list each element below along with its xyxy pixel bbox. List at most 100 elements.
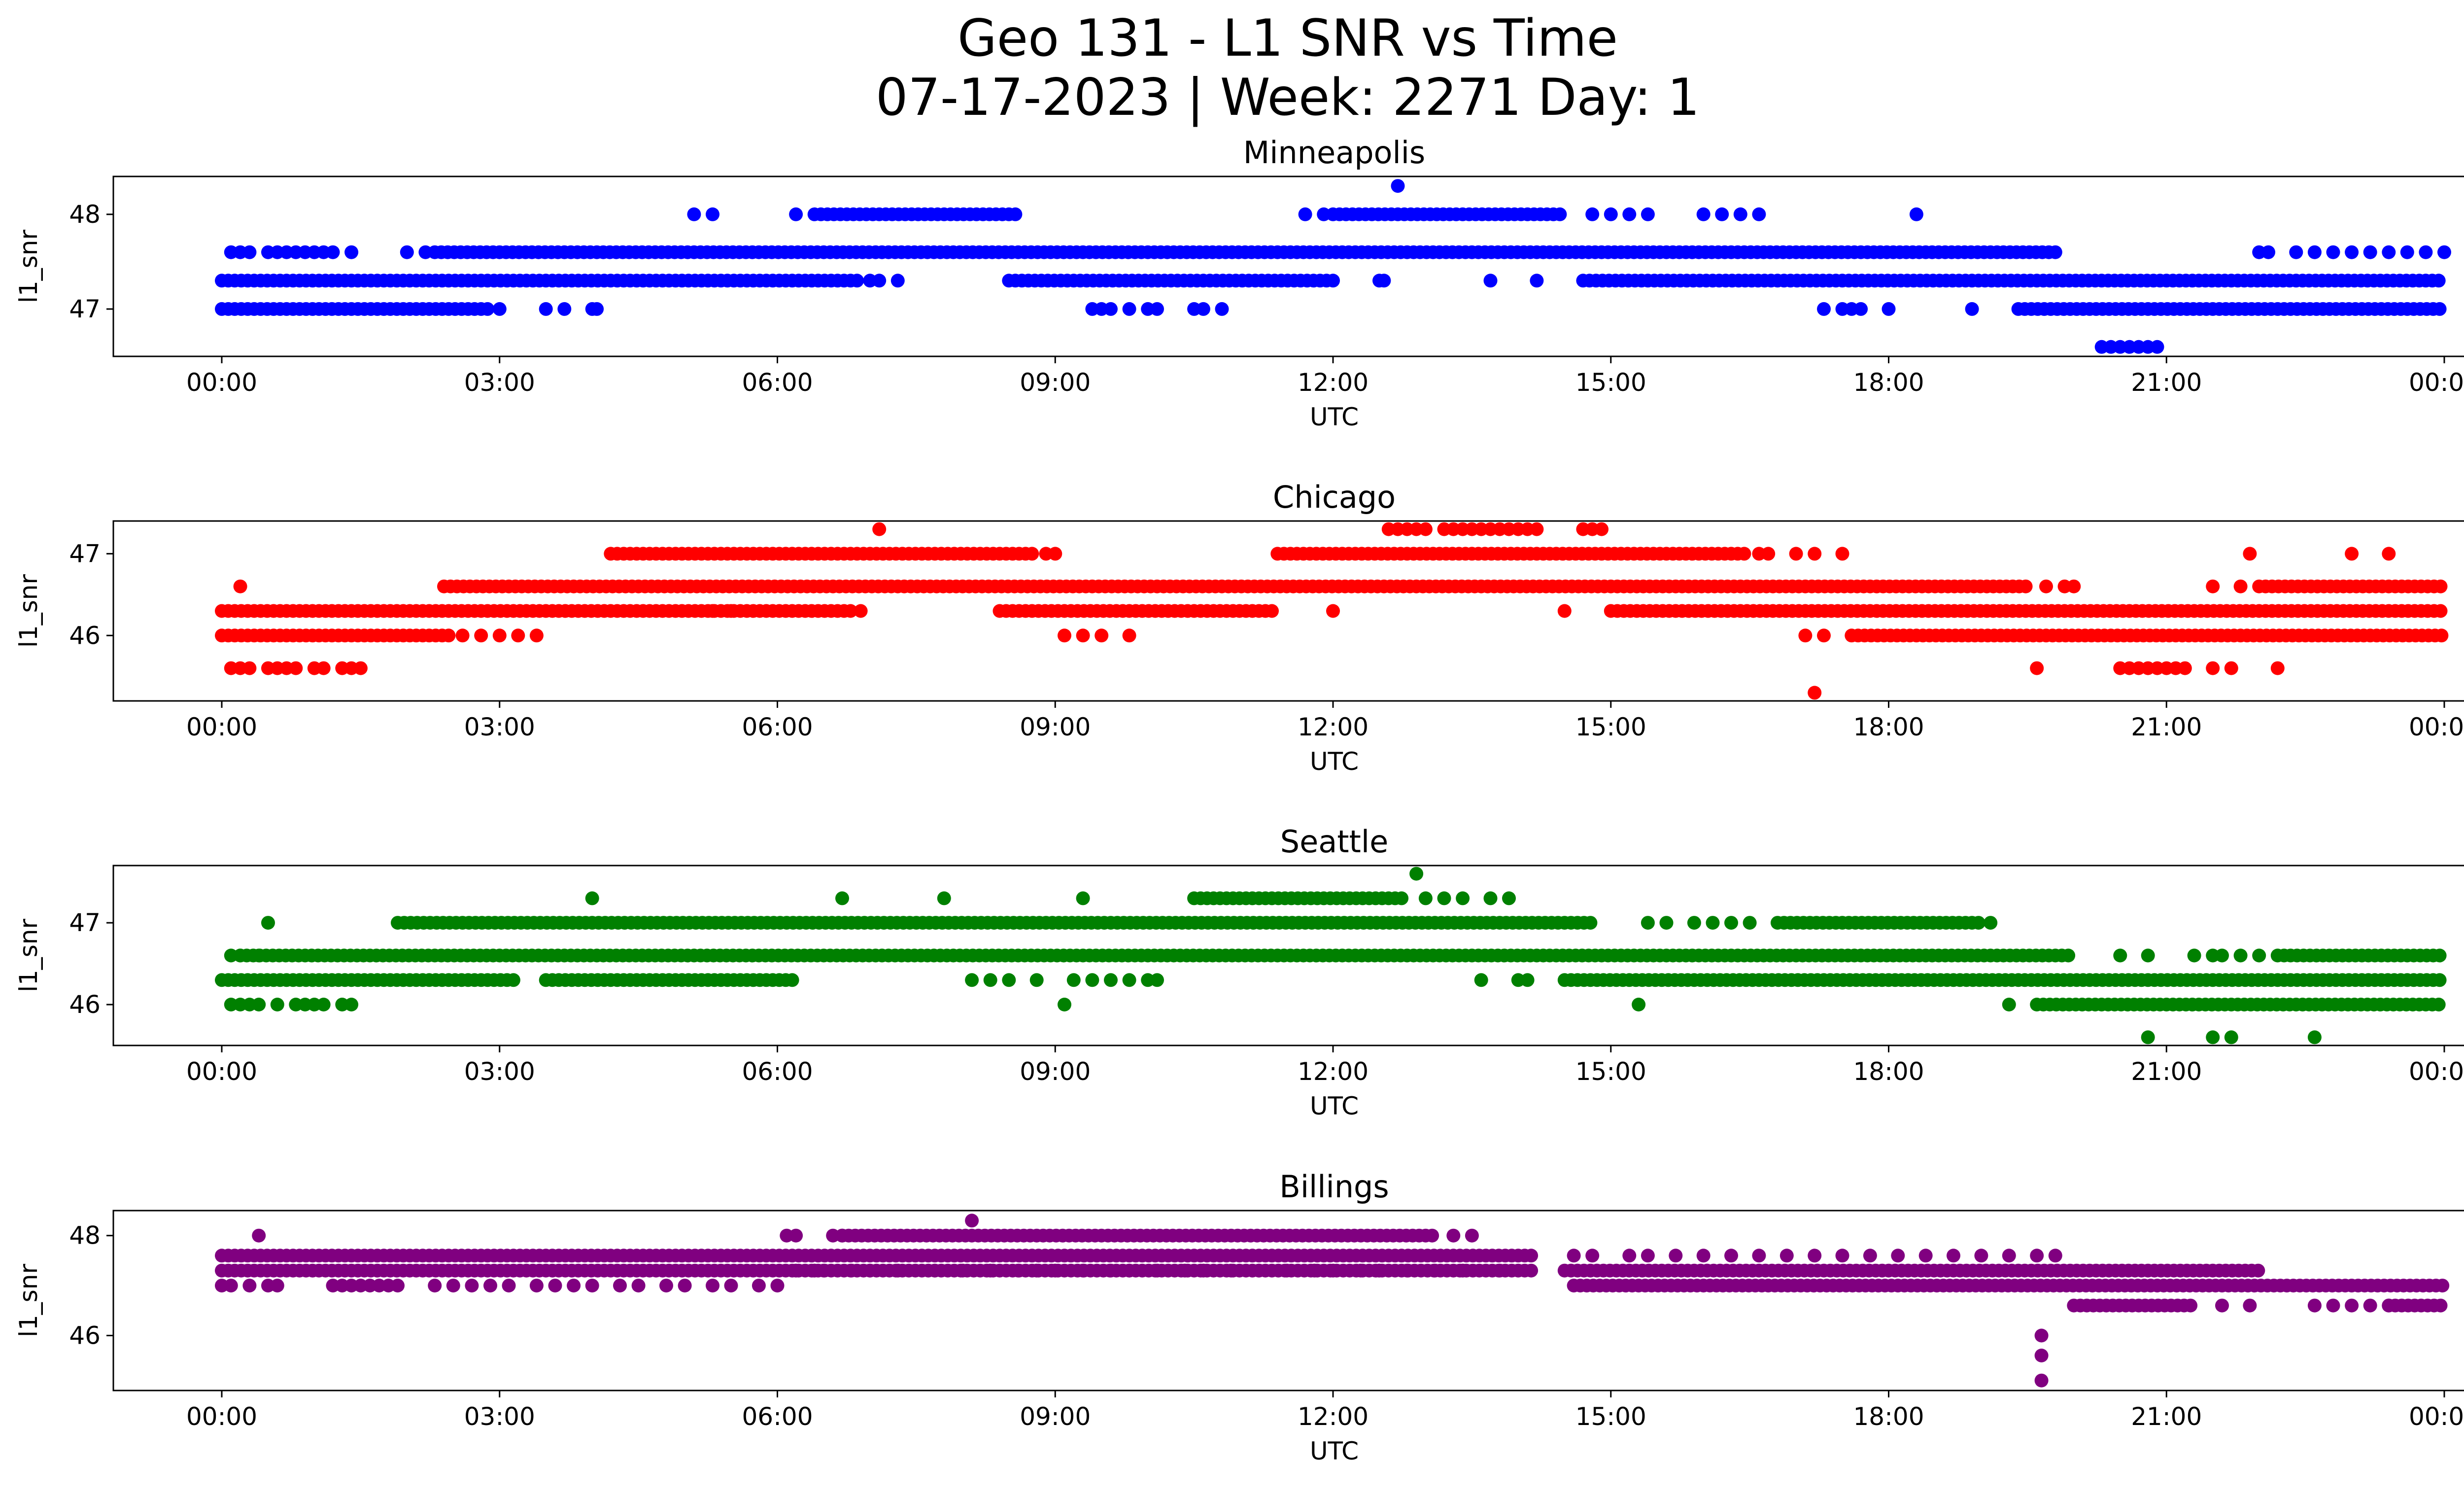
y-tick-label: 48: [69, 1221, 101, 1250]
data-point: [2307, 1298, 2322, 1313]
x-axis-label: UTC: [1310, 747, 1359, 776]
data-point: [480, 302, 495, 316]
data-point: [1076, 1263, 1090, 1278]
data-point: [1002, 973, 1016, 987]
data-point: [1724, 1249, 1738, 1263]
data-point: [2206, 579, 2220, 593]
data-point: [1947, 1249, 1960, 1263]
data-point: [2034, 1328, 2049, 1343]
data-point: [1048, 547, 1062, 561]
subplot-title: Seattle: [1280, 824, 1388, 860]
data-point: [2206, 661, 2220, 675]
data-point: [1150, 302, 1164, 316]
data-point: [1752, 1249, 1766, 1263]
data-point: [1104, 1263, 1118, 1278]
data-point: [2224, 661, 2238, 675]
data-point: [344, 245, 359, 259]
data-point: [1076, 891, 1090, 905]
data-point: [2382, 245, 2396, 259]
data-point: [2224, 1030, 2238, 1044]
data-point: [1752, 207, 1766, 221]
data-point: [529, 1279, 544, 1293]
data-point: [2400, 245, 2414, 259]
data-point: [1659, 916, 1674, 930]
data-point: [1789, 547, 1803, 561]
data-point: [316, 661, 331, 675]
data-point: [2433, 604, 2448, 618]
data-point: [2215, 948, 2229, 963]
data-point: [2243, 547, 2257, 561]
data-point: [1808, 1249, 1822, 1263]
y-tick-label: 46: [69, 990, 101, 1019]
x-tick-label: 15:00: [1575, 713, 1646, 741]
x-tick-label: 00:00: [186, 713, 257, 741]
data-point: [252, 948, 266, 963]
data-point: [1622, 1249, 1637, 1263]
data-point: [2113, 948, 2127, 963]
data-point: [2243, 1298, 2257, 1313]
data-point: [353, 661, 368, 675]
data-point: [2326, 1298, 2340, 1313]
data-point: [1150, 973, 1164, 987]
x-axis-label: UTC: [1310, 1437, 1359, 1465]
data-point: [1029, 1263, 1044, 1278]
data-point: [2233, 948, 2248, 963]
data-point: [233, 579, 247, 593]
data-point: [1909, 207, 1923, 221]
data-point: [1066, 973, 1081, 987]
x-tick-label: 06:00: [742, 368, 813, 397]
x-tick-label: 06:00: [742, 713, 813, 741]
data-point: [2251, 1263, 2265, 1278]
data-point: [1971, 916, 1985, 930]
data-point: [1696, 207, 1711, 221]
data-point: [2141, 1030, 2155, 1044]
data-point: [2437, 245, 2451, 259]
data-point: [1265, 604, 1279, 618]
data-point: [1029, 973, 1044, 987]
data-point: [2345, 1298, 2359, 1313]
data-point: [474, 628, 488, 643]
data-point: [1395, 891, 1409, 905]
data-point: [1326, 604, 1340, 618]
x-tick-label: 09:00: [1020, 713, 1091, 741]
x-tick-label: 03:00: [464, 713, 535, 741]
axes-frame: [112, 865, 2464, 1046]
data-point: [1280, 1263, 1294, 1278]
data-point: [391, 1279, 405, 1293]
x-tick-label: 21:00: [2131, 1057, 2202, 1086]
figure-title-line2: 07-17-2023 | Week: 2271 Day: 1: [875, 68, 1700, 127]
data-point: [2048, 1249, 2062, 1263]
data-point: [2048, 245, 2062, 259]
data-point: [2419, 245, 2433, 259]
data-points: [215, 1214, 2450, 1388]
x-tick-label: 21:00: [2131, 1402, 2202, 1431]
data-point: [1715, 207, 1729, 221]
data-point: [344, 998, 359, 1011]
x-tick-label: 12:00: [1298, 368, 1369, 397]
data-point: [1085, 973, 1099, 987]
data-point: [2326, 245, 2340, 259]
data-point: [706, 604, 719, 618]
data-point: [724, 1279, 738, 1293]
data-point: [2252, 948, 2266, 963]
data-point: [1524, 1263, 1539, 1278]
data-point: [2215, 1298, 2229, 1313]
data-point: [854, 604, 868, 618]
data-point: [1780, 1249, 1794, 1263]
data-point: [557, 302, 572, 316]
data-point: [1530, 274, 1544, 288]
subplot: 00:00 03:00 06:00 09:00 12:00 15:00 18:00 21:00…: [14, 135, 2464, 431]
data-point: [785, 973, 799, 987]
data-point: [1317, 207, 1331, 221]
data-point: [844, 1263, 858, 1278]
data-point: [2039, 579, 2053, 593]
data-point: [2434, 628, 2449, 643]
data-point: [1918, 1249, 1933, 1263]
data-point: [1465, 1228, 1479, 1243]
data-point: [659, 1279, 673, 1293]
data-point: [548, 1279, 562, 1293]
x-tick-label: 03:00: [464, 368, 535, 397]
y-tick-label: 47: [69, 908, 101, 937]
x-tick-label: 00:00: [186, 368, 257, 397]
